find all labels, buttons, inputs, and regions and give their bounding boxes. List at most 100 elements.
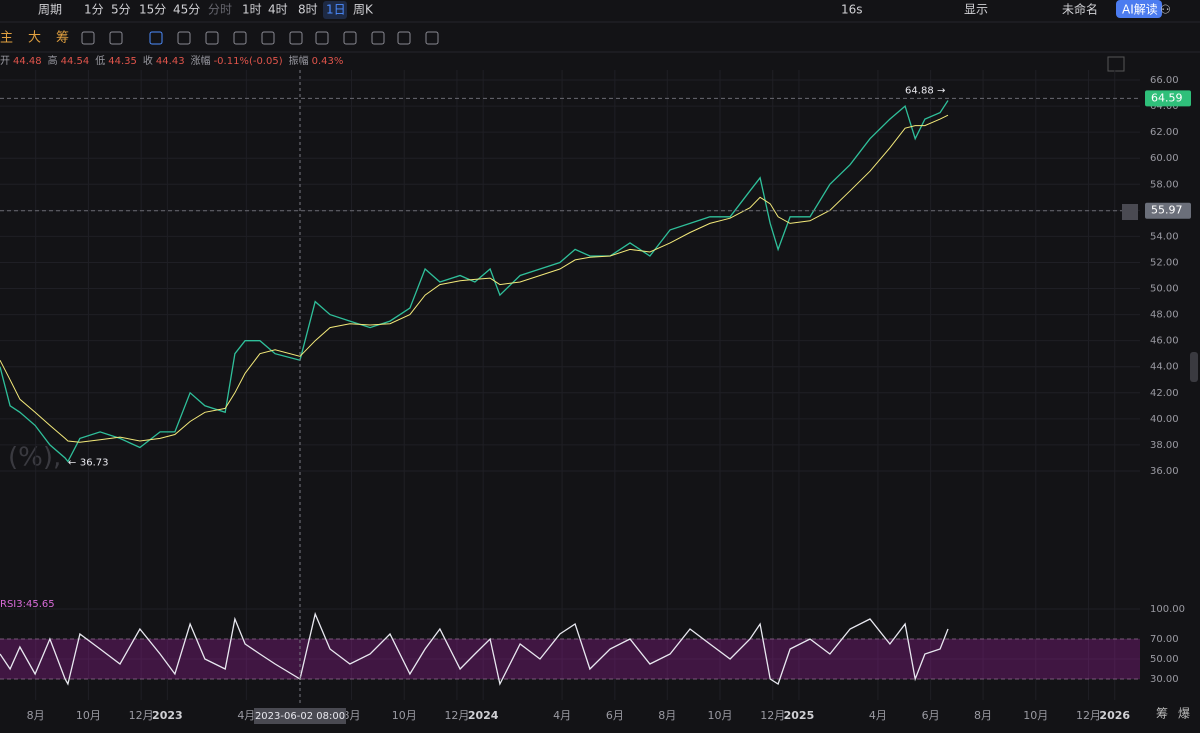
tool-icon[interactable] <box>261 31 275 45</box>
display-button[interactable]: 显示 <box>964 3 988 17</box>
y-tick-label: 60.00 <box>1150 153 1179 164</box>
tool-icon[interactable] <box>205 31 219 45</box>
y-tick-label: 100.00 <box>1150 604 1185 615</box>
y-tick-label: 62.00 <box>1150 127 1179 138</box>
info-value: -0.11%(-0.05) <box>214 56 283 67</box>
price-label-bg <box>1145 90 1191 107</box>
arrow: ← <box>68 457 76 468</box>
y-tick-label: 42.00 <box>1150 388 1179 399</box>
x-tick-label: 10月 <box>76 709 101 722</box>
interval-button[interactable]: 分时 <box>208 3 232 17</box>
x-tick-label: 2025 <box>784 709 815 722</box>
tool-icon[interactable] <box>289 31 303 45</box>
interval-button[interactable]: 15分 <box>139 3 166 17</box>
bottom-button[interactable]: 爆 <box>1178 707 1190 721</box>
fullscreen-icon[interactable] <box>1107 56 1125 72</box>
tool-button[interactable]: 主 <box>0 31 13 46</box>
high-label: 64.88 <box>905 86 934 97</box>
x-tick-label: 12月 <box>129 709 154 722</box>
info-label: 振幅 <box>289 54 309 67</box>
info-value: 44.48 <box>13 56 42 67</box>
tool-button[interactable]: 大 <box>28 31 41 46</box>
info-label: 收 <box>143 54 153 67</box>
interval-button[interactable]: 1分 <box>84 3 104 17</box>
series-line <box>0 611 949 686</box>
x-tick-label: 12月 <box>1076 709 1101 722</box>
interval-button[interactable]: 5分 <box>111 3 131 17</box>
scroll-handle[interactable] <box>1190 352 1198 382</box>
x-tick-label: 12月 <box>760 709 785 722</box>
active-interval-bg <box>323 1 347 19</box>
tool-icon[interactable] <box>177 31 191 45</box>
crosshair-label-bg <box>254 708 346 724</box>
rsi-band <box>0 639 1140 679</box>
info-value: 44.35 <box>108 56 137 67</box>
layout-name[interactable]: 未命名 <box>1062 2 1098 17</box>
tool-icon[interactable] <box>81 31 95 45</box>
y-tick-label: 70.00 <box>1150 634 1179 645</box>
refresh-interval[interactable]: 16s <box>841 3 863 17</box>
x-tick-label: 10月 <box>1023 709 1048 722</box>
info-label: 涨幅 <box>191 54 211 67</box>
interval-button[interactable]: 8时 <box>298 3 318 17</box>
price-label: 55.97 <box>1151 204 1183 217</box>
tool-icon[interactable] <box>343 31 357 45</box>
ai-button-bg[interactable] <box>1116 0 1162 18</box>
x-tick-label: 6月 <box>606 709 624 722</box>
x-tick-label: 2024 <box>468 709 499 722</box>
x-tick-label: 8月 <box>658 709 676 722</box>
arrow: → <box>937 86 945 97</box>
info-label: 开 <box>0 56 10 67</box>
tool-icon[interactable] <box>109 31 123 45</box>
y-tick-label: 30.00 <box>1150 674 1179 685</box>
y-tick-label: 38.00 <box>1150 440 1179 451</box>
interval-button[interactable]: 45分 <box>173 3 200 17</box>
crosshair-label: 2023-06-02 08:00 <box>255 711 345 722</box>
series-line <box>0 114 949 443</box>
y-tick-label: 66.00 <box>1150 75 1179 86</box>
y-tick-label: 46.00 <box>1150 336 1179 347</box>
tool-icon[interactable] <box>315 31 329 45</box>
interval-button[interactable]: 4时 <box>268 3 288 17</box>
y-tick-label: 36.00 <box>1150 466 1179 477</box>
low-label: 36.73 <box>80 457 109 468</box>
tool-button[interactable]: 筹 <box>56 30 69 46</box>
x-tick-label: 8月 <box>342 709 360 722</box>
info-label: 低 <box>95 54 105 67</box>
x-tick-label: 10月 <box>708 709 733 722</box>
ai-button[interactable]: AI解读 <box>1122 3 1158 17</box>
more-icon[interactable]: ⚇ <box>1160 3 1171 17</box>
interval-button[interactable]: 周K <box>353 3 374 17</box>
y-tick-label: 64.00 <box>1150 101 1179 112</box>
tool-icon[interactable] <box>425 31 439 45</box>
x-tick-label: 8月 <box>27 709 45 722</box>
period-selector[interactable]: 周期 <box>38 3 62 17</box>
x-tick-label: 2026 <box>1099 709 1130 722</box>
x-tick-label: 4月 <box>553 709 571 722</box>
interval-button[interactable]: 1日 <box>326 3 346 17</box>
tool-icon[interactable] <box>371 31 385 45</box>
info-value: 44.43 <box>156 56 185 67</box>
bottom-button[interactable]: 筹 <box>1156 707 1168 721</box>
info-value: 44.54 <box>61 56 90 67</box>
y-tick-label: 44.00 <box>1150 362 1179 373</box>
x-tick-label: 12月 <box>444 709 469 722</box>
x-tick-label: 6月 <box>922 709 940 722</box>
indicator-title: RSI3:45.65 <box>0 599 55 610</box>
y-tick-label: 52.00 <box>1150 257 1179 268</box>
tool-icon[interactable] <box>149 31 163 45</box>
tool-icon[interactable] <box>233 31 247 45</box>
y-tick-label: 50.00 <box>1150 654 1179 665</box>
series-line <box>0 100 949 463</box>
interval-button[interactable]: 1时 <box>242 3 262 17</box>
crosshair-handle <box>1122 204 1138 220</box>
y-tick-label: 40.00 <box>1150 414 1179 425</box>
x-tick-label: 10月 <box>392 709 417 722</box>
price-label-bg <box>1145 202 1191 219</box>
tool-icon[interactable] <box>397 31 411 45</box>
price-label: 64.59 <box>1151 91 1183 104</box>
y-tick-label: 50.00 <box>1150 284 1179 295</box>
x-tick-label: 2023 <box>152 709 183 722</box>
